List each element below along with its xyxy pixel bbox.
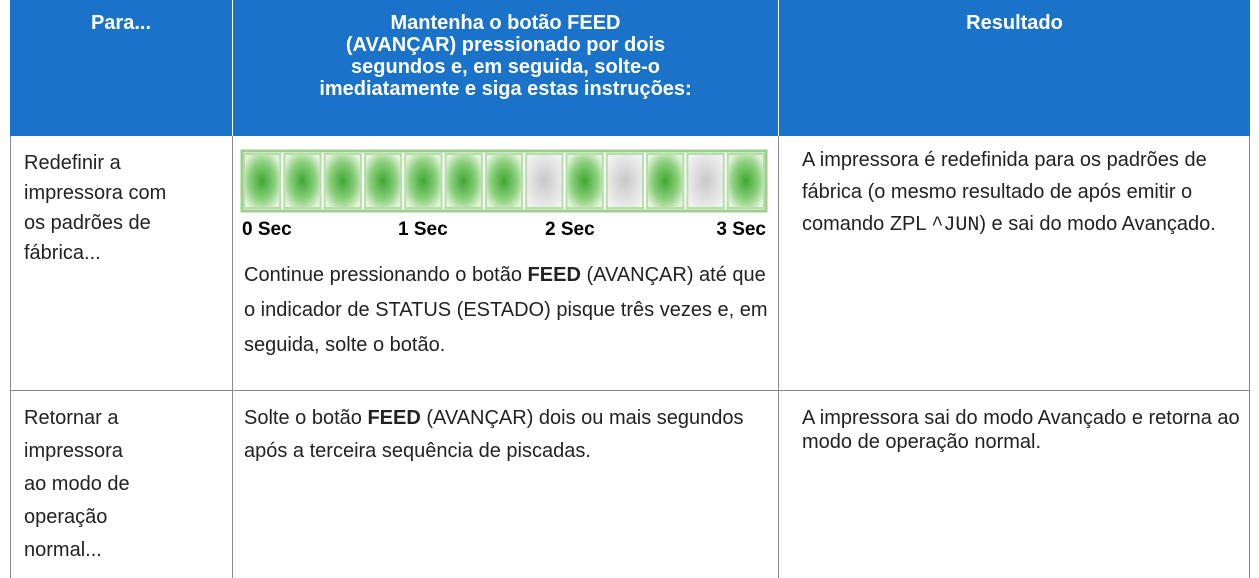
text: (AVANÇAR) até que o indicador de STATUS …	[244, 264, 768, 356]
result-cell: A impressora sai do modo Avançado e reto…	[802, 406, 1242, 454]
time-label: 1 Sec	[398, 219, 448, 240]
action-cell: Retornar a impressora ao modo de operaçã…	[24, 402, 229, 567]
text: ) e sai do modo Avançado.	[979, 213, 1216, 235]
led	[646, 153, 685, 209]
text: fábrica...	[24, 242, 101, 264]
led	[525, 153, 564, 209]
led	[404, 153, 443, 209]
text: A impressora sai do modo Avançado e reto…	[802, 407, 1240, 453]
time-label: 2 Sec	[545, 219, 595, 240]
text: (AVANÇAR) dois ou mais segundos após a t…	[244, 407, 744, 462]
text: impressora com	[24, 182, 167, 204]
led	[484, 153, 524, 209]
header-text: imediatamente e siga estas instruções:	[319, 78, 692, 100]
text: Solte o botão	[244, 407, 368, 429]
led	[323, 153, 362, 209]
text: ao modo de	[24, 473, 130, 495]
led	[686, 153, 725, 209]
time-label: 3 Sec	[716, 219, 766, 240]
bold-text: FEED	[367, 407, 421, 429]
text: Redefinir a	[24, 152, 121, 174]
header-text: Mantenha o botão FEED	[390, 12, 621, 34]
header-cell: Mantenha o botão FEED (AVANÇAR) pression…	[232, 0, 778, 136]
result-cell: A impressora é redefinida para os padrõe…	[802, 144, 1237, 242]
header-cell: Para...	[10, 0, 232, 136]
border	[10, 390, 1250, 391]
led	[726, 153, 766, 209]
led-timeline: 0 Sec 1 Sec 2 Sec 3 Sec	[240, 149, 768, 240]
instruction-cell: Solte o botão FEED (AVANÇAR) dois ou mai…	[244, 402, 744, 468]
text: Continue pressionando o botão	[244, 264, 528, 286]
code-text: ^JUN	[931, 214, 980, 237]
header-cell: Resultado	[778, 0, 1250, 136]
bold-text: FEED	[527, 264, 581, 286]
header-text: Para...	[90, 12, 152, 34]
led	[605, 153, 645, 209]
border	[778, 136, 779, 578]
led	[363, 153, 403, 209]
text: Retornar a	[24, 407, 119, 429]
border	[1249, 136, 1250, 578]
led	[243, 153, 282, 209]
action-cell: Redefinir a impressora com os padrões de…	[24, 148, 229, 268]
led-strip	[240, 149, 768, 213]
led	[283, 153, 322, 209]
header-text: (AVANÇAR) pressionado por dois	[345, 34, 666, 56]
header-text: Resultado	[966, 12, 1063, 34]
text: impressora	[24, 440, 123, 462]
time-label: 0 Sec	[242, 219, 292, 240]
led	[444, 153, 483, 209]
border	[232, 136, 233, 578]
led	[565, 153, 604, 209]
text: os padrões de	[24, 212, 151, 234]
text: normal...	[24, 539, 102, 561]
instruction-cell: Continue pressionando o botão FEED (AVAN…	[244, 258, 769, 363]
border	[10, 136, 11, 578]
text: operação	[24, 506, 108, 528]
header-text: segundos e, em seguida, solte-o	[351, 56, 660, 78]
text: A impressora é redefinida para os padrõe…	[802, 149, 1207, 235]
